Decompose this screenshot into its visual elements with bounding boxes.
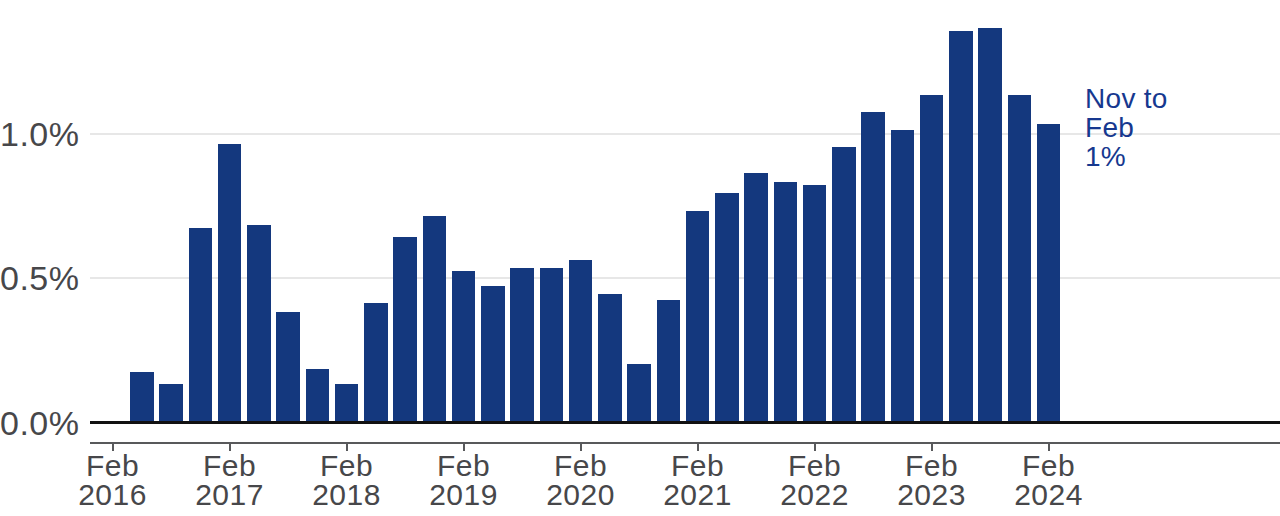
bar [598, 294, 622, 421]
bar [978, 28, 1002, 421]
y-axis-tick-label: 1.0% [0, 115, 76, 154]
bar [657, 300, 681, 421]
y-axis-tick-label: 0.5% [0, 259, 76, 298]
bar [159, 384, 183, 422]
bar [774, 182, 798, 422]
bar [891, 130, 915, 422]
bar [1037, 124, 1061, 422]
chart-annotation: Nov to Feb 1% [1085, 84, 1168, 171]
bar [276, 312, 300, 422]
bar [481, 286, 505, 422]
bar [218, 144, 242, 421]
bar [189, 228, 213, 422]
x-axis-line [90, 442, 1280, 444]
bar [803, 185, 827, 422]
bar [1008, 95, 1032, 422]
annotation-line: Feb [1085, 113, 1168, 142]
y-axis-tick-label: 0.0% [0, 404, 76, 443]
bar [452, 271, 476, 421]
bar [510, 268, 534, 421]
bar [949, 31, 973, 421]
bar [569, 260, 593, 422]
zero-baseline [90, 421, 1280, 424]
annotation-line: 1% [1085, 142, 1168, 171]
bar [920, 95, 944, 422]
bar [540, 268, 564, 421]
x-tick-year: 2024 [979, 480, 1119, 509]
bar [335, 384, 359, 422]
bar [686, 211, 710, 422]
bar [744, 173, 768, 422]
bar [423, 216, 447, 421]
bar [130, 372, 154, 421]
bar [627, 364, 651, 422]
bar [861, 112, 885, 421]
x-tick-month: Feb [979, 451, 1119, 480]
bar [715, 193, 739, 421]
annotation-line: Nov to [1085, 84, 1168, 113]
x-axis-tick-label: Feb2024 [979, 451, 1119, 509]
bar [832, 147, 856, 422]
bar-chart: 0.0%0.5%1.0%Feb2016Feb2017Feb2018Feb2019… [0, 0, 1280, 516]
bar [306, 369, 330, 421]
bar [393, 237, 417, 422]
bar [247, 225, 271, 422]
bar [364, 303, 388, 421]
